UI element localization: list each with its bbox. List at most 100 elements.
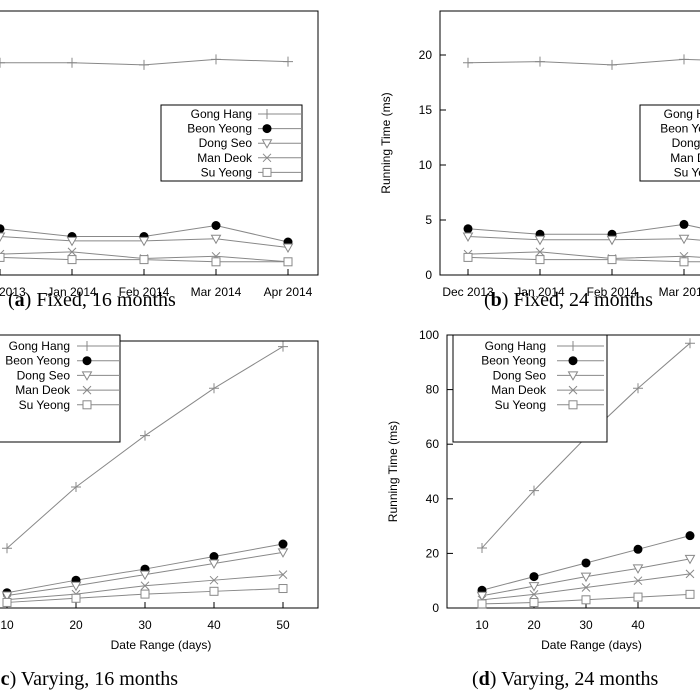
series-beon-yeong	[477, 531, 695, 595]
data-point	[211, 257, 221, 267]
x-tick-label: Mar 2014	[659, 285, 700, 299]
x-tick-label: Jan 2014	[47, 285, 97, 299]
legend-label: Gong Hang	[9, 339, 70, 353]
data-point	[211, 221, 221, 230]
subfigure-caption: (d) Varying, 24 months	[472, 668, 659, 690]
data-point	[139, 255, 149, 265]
legend-marker	[568, 341, 578, 351]
series-line	[467, 256, 700, 263]
data-point	[463, 57, 473, 68]
data-point	[581, 558, 591, 568]
data-point	[685, 531, 695, 541]
chart-c: 10 20 30 40 50 Date Range (days) Gong HangBeon…	[0, 334, 319, 690]
legend-label: Beon Yeong	[481, 354, 546, 368]
series-su-yeong	[2, 584, 288, 607]
data-point	[283, 56, 293, 67]
y-tick-label: 5	[425, 213, 432, 227]
legend-label: Su Yeong	[19, 398, 70, 412]
x-tick-label: Jan 2014	[515, 285, 565, 299]
data-point	[0, 232, 6, 243]
data-point	[209, 552, 219, 562]
data-point	[607, 255, 617, 265]
data-point	[684, 554, 696, 565]
data-point	[529, 572, 539, 582]
data-point	[679, 257, 689, 267]
data-point	[67, 247, 77, 257]
y-tick-label: 0	[425, 268, 432, 282]
legend-label: Man Deok	[15, 383, 71, 397]
data-point	[529, 598, 539, 608]
data-point	[139, 570, 151, 581]
data-point	[607, 59, 617, 70]
legend-marker	[568, 400, 578, 410]
legend-box	[639, 104, 700, 182]
data-point	[528, 582, 540, 592]
data-point	[0, 57, 5, 68]
series-su-yeong	[0, 252, 293, 267]
data-point	[581, 583, 591, 592]
data-point	[685, 589, 695, 599]
caption-letter: b	[491, 289, 502, 311]
data-point	[581, 595, 591, 605]
data-point	[477, 599, 487, 609]
legend-label: Gong Hang	[664, 107, 700, 121]
legend-label: Man Deok	[491, 383, 547, 397]
legend-marker	[568, 385, 578, 395]
subfigure-caption: (b) Fixed, 24 months	[484, 289, 653, 311]
data-point	[278, 341, 288, 352]
x-tick-label: 30	[579, 618, 593, 632]
y-tick-label: 20	[419, 48, 433, 62]
y-tick-label: 10	[419, 158, 433, 172]
data-point	[67, 57, 77, 68]
y-tick-label: 0	[432, 601, 439, 615]
data-point	[209, 383, 219, 394]
data-point	[0, 252, 5, 262]
legend-marker	[262, 109, 272, 119]
series-beon-yeong	[463, 219, 700, 239]
legend-label: Beon Yeong	[660, 122, 700, 136]
data-point	[633, 576, 643, 586]
data-point	[476, 591, 488, 602]
data-point	[606, 235, 618, 246]
legend-marker	[82, 341, 92, 351]
plot-frame	[0, 10, 319, 276]
data-point	[70, 581, 82, 592]
legend-marker	[82, 356, 92, 366]
data-point	[535, 247, 545, 257]
series-man-deok	[463, 247, 700, 263]
x-tick-label: Dec 2013	[442, 285, 494, 299]
legend-label: Su Yeong	[674, 165, 700, 179]
data-point	[282, 243, 294, 254]
legend-marker	[567, 371, 579, 381]
legend-marker	[82, 385, 92, 395]
data-point	[580, 572, 592, 583]
y-tick-label: 80	[426, 383, 440, 397]
chart-b: 0 5 10 15 20 Dec 2013 Jan 2014 Feb 2014 Mar 2014…	[379, 10, 700, 311]
data-point	[71, 482, 81, 493]
chart-d: 0 20 40 60 80 100 10 20 30 40 Running Time (ms) Dat…	[386, 328, 700, 690]
x-tick-label: Apr 2014	[264, 285, 313, 299]
plot-frame	[439, 10, 700, 276]
y-axis-title: Running Time (ms)	[379, 92, 393, 193]
data-point	[278, 570, 288, 579]
series-gong-hang	[0, 54, 293, 70]
data-point	[210, 234, 222, 245]
data-point	[278, 539, 288, 549]
data-point	[685, 338, 695, 349]
y-tick-label: 20	[426, 546, 440, 560]
data-point	[534, 235, 546, 246]
data-point	[463, 224, 473, 234]
legend-marker	[262, 124, 272, 134]
x-tick-label: 30	[138, 618, 152, 632]
data-point	[679, 219, 689, 229]
data-point	[139, 59, 149, 70]
plot-frame	[0, 340, 319, 609]
data-point	[67, 255, 77, 265]
chart-a: Dec 2013 Jan 2014 Feb 2014 Mar 2014 Apr 2014…	[0, 10, 319, 311]
series-dong-seo	[1, 548, 289, 602]
y-tick-label: 60	[426, 437, 440, 451]
legend-box	[0, 334, 121, 443]
data-point	[2, 597, 12, 607]
